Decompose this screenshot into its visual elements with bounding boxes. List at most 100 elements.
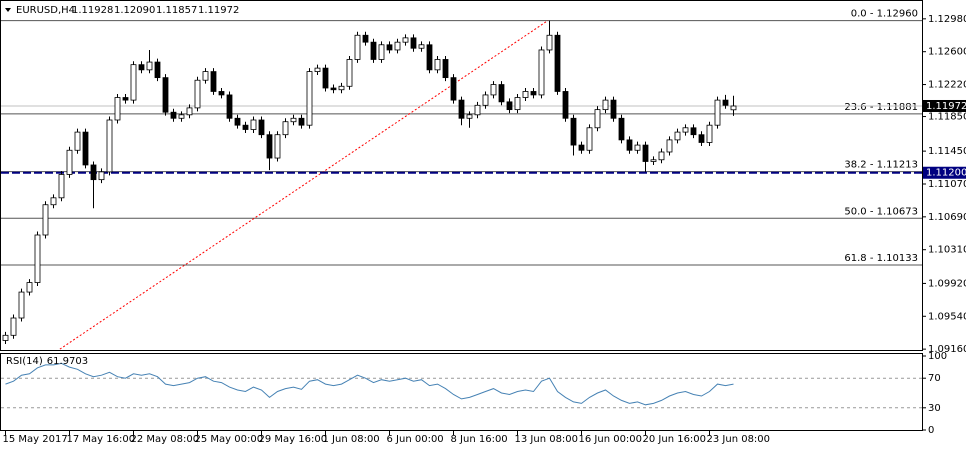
- candle-body: [554, 34, 561, 92]
- candle-body: [562, 91, 569, 119]
- y-tick-label: 30: [928, 403, 941, 414]
- y-tick-label: 1.10690: [928, 212, 966, 223]
- x-tick-label: 20 Jun 16:00: [643, 434, 707, 445]
- candle-body: [378, 44, 385, 60]
- bid-price-box: [923, 99, 966, 112]
- header-value: 1.11972: [198, 5, 239, 16]
- fib-level-label: 38.2 - 1.11213: [844, 160, 918, 171]
- candle-body: [610, 99, 617, 119]
- candle-body: [602, 99, 609, 111]
- candle-body: [122, 97, 129, 101]
- y-tick-label: 70: [928, 373, 941, 384]
- candle-body: [634, 144, 641, 151]
- candle-body: [594, 109, 601, 129]
- y-tick-label: 1.09920: [928, 278, 966, 289]
- y-tick-label: 1.11070: [928, 179, 966, 190]
- candle-body: [514, 97, 521, 111]
- candle-body: [698, 134, 705, 143]
- candle-body: [290, 117, 297, 123]
- candle-body: [2, 334, 9, 341]
- candle-body: [442, 59, 449, 79]
- candle-body: [538, 49, 545, 96]
- candle-body: [642, 144, 649, 162]
- candle-body: [450, 77, 457, 101]
- header-value: 1.11857: [156, 5, 197, 16]
- candle-body: [346, 59, 353, 87]
- candle-body: [26, 282, 33, 293]
- candle-body: [282, 121, 289, 136]
- candle-body: [218, 91, 225, 96]
- y-tick-label: 0: [928, 425, 934, 436]
- y-tick-label: 1.11450: [928, 146, 966, 157]
- candle-body: [250, 119, 257, 130]
- fib-level-label: 0.0 - 1.12960: [851, 9, 918, 20]
- candle-body: [370, 41, 377, 60]
- candle-body: [522, 91, 529, 98]
- candle-body: [226, 94, 233, 119]
- candle-body: [34, 234, 41, 283]
- candle-body: [402, 37, 409, 43]
- rsi-panel-border: [0, 353, 923, 431]
- x-tick-label: 29 May 16:00: [259, 434, 328, 445]
- candle-body: [658, 151, 665, 161]
- candle-body: [426, 44, 433, 71]
- candle-body: [306, 71, 313, 126]
- candle-body: [314, 67, 321, 72]
- candle-body: [194, 79, 201, 109]
- candle-body: [690, 127, 697, 136]
- candle-body: [210, 71, 217, 92]
- candle-body: [274, 134, 281, 159]
- candle-body: [386, 44, 393, 51]
- y-tick-label: 1.09540: [928, 311, 966, 322]
- candle-body: [58, 174, 65, 199]
- candle-body: [466, 114, 473, 119]
- candle-body: [18, 291, 25, 319]
- candle-body: [338, 85, 345, 91]
- candle-body: [722, 99, 729, 106]
- candle-body: [106, 119, 113, 173]
- candle-body: [50, 197, 57, 206]
- candle-body: [362, 34, 369, 43]
- bid-price-label: 1.11972: [926, 101, 966, 112]
- y-tick-label: 1.09160: [928, 344, 966, 355]
- rsi-current-value: 61.9703: [47, 356, 88, 367]
- candle-body: [650, 159, 657, 162]
- x-tick-label: 15 May 2017: [3, 434, 68, 445]
- candle-body: [674, 131, 681, 141]
- candle-body: [490, 84, 497, 96]
- level-price-label: 1.11200: [926, 168, 966, 179]
- fib-level-label: 61.8 - 1.10133: [844, 253, 918, 264]
- y-tick-label: 1.12220: [928, 80, 966, 91]
- candle-body: [506, 101, 513, 111]
- x-tick-label: 17 May 16:00: [67, 434, 136, 445]
- candle-body: [82, 131, 89, 166]
- candle-body: [170, 111, 177, 119]
- candle-body: [458, 99, 465, 119]
- candle-body: [570, 117, 577, 146]
- rsi-name: RSI(14): [6, 356, 43, 367]
- price-panel-border: [0, 0, 923, 351]
- candle-body: [706, 124, 713, 143]
- header-value: 1.11928: [72, 5, 113, 16]
- candle-body: [154, 61, 161, 79]
- candle-body: [186, 107, 193, 116]
- x-tick-label: 1 Jun 08:00: [323, 434, 380, 445]
- candle-body: [666, 139, 673, 153]
- candle-body: [114, 97, 121, 121]
- candle-body: [546, 34, 553, 51]
- candle-body: [618, 117, 625, 141]
- candle-body: [298, 117, 305, 126]
- candle-body: [354, 34, 361, 60]
- candle-body: [146, 61, 153, 71]
- candle-body: [202, 71, 209, 81]
- x-tick-label: 25 May 00:00: [195, 434, 264, 445]
- candle-body: [434, 59, 441, 71]
- level-price-box: [923, 166, 966, 179]
- x-tick-label: 22 May 08:00: [131, 434, 200, 445]
- candle-body: [714, 99, 721, 126]
- candle-body: [66, 149, 73, 175]
- candle-body: [410, 37, 417, 49]
- x-tick-label: 13 Jun 08:00: [515, 434, 579, 445]
- menu-triangle[interactable]: [5, 8, 11, 12]
